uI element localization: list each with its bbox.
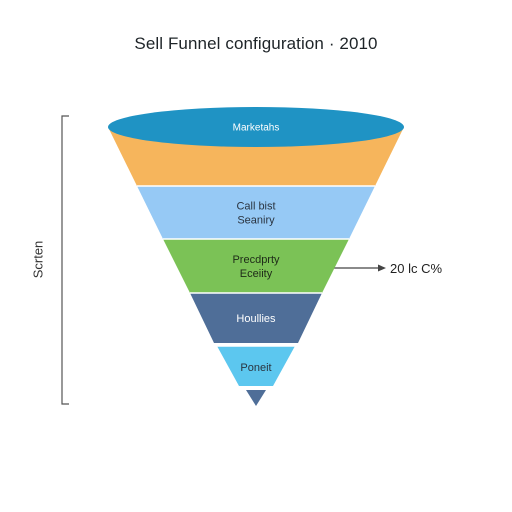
diagram-title: Sell Funnel configuration · 2010 <box>134 34 378 53</box>
stage-label-6-line-1: Poneit <box>240 362 271 374</box>
funnel-stage-7 <box>246 390 266 406</box>
funnel-stage-5 <box>190 293 322 343</box>
funnel-stage-4 <box>163 239 349 293</box>
stage-label-3-line-1: Call bist <box>236 200 275 212</box>
stage-label-1-line-1: Marketahs <box>233 123 280 134</box>
funnel-stage-6 <box>217 346 295 386</box>
funnel-stage-3 <box>137 186 375 239</box>
left-bracket <box>61 115 69 405</box>
side-axis-label: Scrten <box>30 240 46 279</box>
callout-label: 20 lc C% <box>390 261 443 276</box>
stage-label-4-line-2: Eceiity <box>240 268 273 280</box>
funnel-stage-1 <box>108 107 404 147</box>
stage-label-5-line-1: Houllies <box>236 313 276 325</box>
stage-label-4-line-1: Precdprty <box>232 254 280 266</box>
callout-arrow-head <box>378 264 386 272</box>
stage-label-3-line-2: Seaniry <box>237 214 275 226</box>
